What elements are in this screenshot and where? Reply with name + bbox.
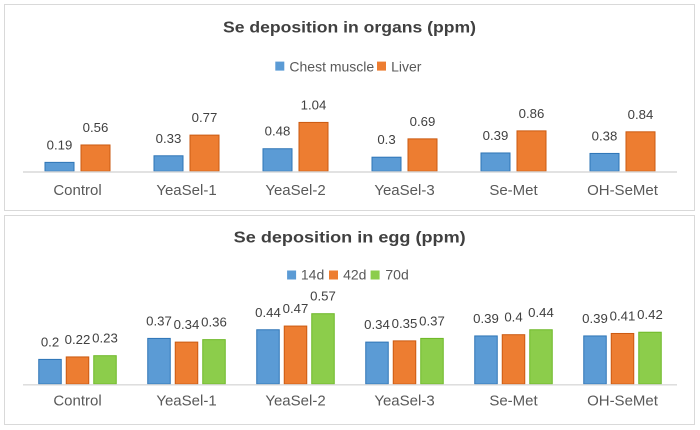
svg-text:0.86: 0.86 — [519, 106, 545, 121]
svg-text:0.2: 0.2 — [41, 334, 59, 349]
svg-text:0.56: 0.56 — [83, 120, 109, 135]
svg-text:Control: Control — [53, 182, 101, 199]
svg-text:0.4: 0.4 — [504, 310, 522, 325]
svg-text:YeaSel-1: YeaSel-1 — [156, 182, 216, 199]
svg-text:0.23: 0.23 — [92, 331, 118, 346]
svg-text:OH-SeMet: OH-SeMet — [587, 182, 659, 199]
svg-text:0.39: 0.39 — [473, 311, 499, 326]
svg-text:Chest muscle: Chest muscle — [289, 58, 374, 74]
svg-text:0.22: 0.22 — [65, 332, 91, 347]
svg-text:0.44: 0.44 — [528, 305, 554, 320]
svg-text:0.48: 0.48 — [265, 124, 291, 139]
svg-text:0.37: 0.37 — [419, 313, 445, 328]
svg-text:0.37: 0.37 — [146, 313, 172, 328]
svg-text:0.38: 0.38 — [592, 128, 618, 143]
svg-text:0.36: 0.36 — [201, 315, 227, 330]
svg-text:Liver: Liver — [391, 58, 422, 74]
svg-text:0.57: 0.57 — [310, 289, 336, 304]
svg-text:0.3: 0.3 — [377, 132, 395, 147]
svg-text:YeaSel-2: YeaSel-2 — [265, 182, 325, 199]
svg-text:OH-SeMet: OH-SeMet — [587, 393, 659, 410]
svg-text:0.44: 0.44 — [255, 305, 281, 320]
svg-text:0.41: 0.41 — [610, 308, 636, 323]
svg-text:0.42: 0.42 — [637, 307, 663, 322]
svg-text:0.19: 0.19 — [47, 137, 73, 152]
svg-text:0.39: 0.39 — [582, 311, 608, 326]
svg-text:0.47: 0.47 — [283, 301, 309, 316]
svg-text:0.39: 0.39 — [483, 128, 509, 143]
svg-text:70d: 70d — [385, 267, 408, 283]
svg-text:YeaSel-1: YeaSel-1 — [156, 393, 216, 410]
svg-text:Se-Met: Se-Met — [489, 393, 538, 410]
svg-text:0.84: 0.84 — [628, 107, 654, 122]
svg-text:Se deposition in organs (ppm): Se deposition in organs (ppm) — [223, 19, 476, 36]
svg-text:14d: 14d — [301, 267, 324, 283]
svg-text:Se-Met: Se-Met — [489, 182, 538, 199]
svg-text:YeaSel-3: YeaSel-3 — [374, 182, 434, 199]
svg-text:0.69: 0.69 — [410, 114, 436, 129]
svg-text:Se deposition in egg (ppm): Se deposition in egg (ppm) — [234, 230, 466, 247]
svg-text:0.34: 0.34 — [364, 317, 390, 332]
svg-text:0.35: 0.35 — [392, 316, 418, 331]
svg-text:YeaSel-3: YeaSel-3 — [374, 393, 434, 410]
svg-text:YeaSel-2: YeaSel-2 — [265, 393, 325, 410]
svg-text:0.77: 0.77 — [192, 110, 218, 125]
svg-text:1.04: 1.04 — [301, 97, 327, 112]
svg-text:0.34: 0.34 — [174, 317, 200, 332]
svg-text:42d: 42d — [343, 267, 366, 283]
svg-text:Control: Control — [53, 393, 101, 410]
svg-text:0.33: 0.33 — [156, 131, 182, 146]
